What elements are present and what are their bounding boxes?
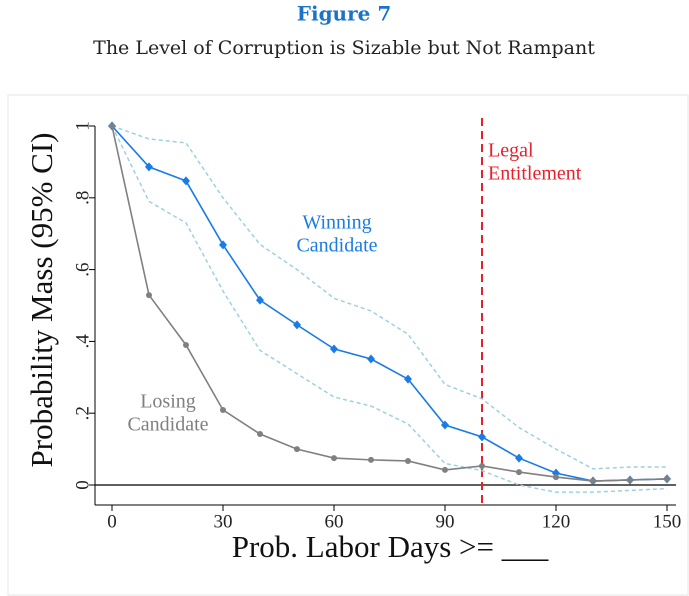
series-line (111, 125, 668, 482)
x-axis-label: Prob. Labor Days >= ___ (232, 529, 549, 564)
marker (442, 466, 448, 473)
marker (627, 476, 633, 483)
y-tick-label: .4 (72, 334, 93, 349)
marker (145, 162, 153, 172)
marker (109, 123, 115, 129)
marker (257, 431, 263, 438)
marker (478, 432, 486, 442)
marker (404, 374, 412, 384)
y-tick-label: 0 (72, 480, 93, 490)
marker (441, 420, 449, 430)
x-tick-label: 120 (542, 511, 571, 532)
ci-line (111, 125, 667, 470)
marker (146, 292, 152, 299)
annotation: Entitlement (488, 163, 582, 185)
marker (553, 474, 559, 481)
marker (368, 456, 374, 463)
y-tick-label: .6 (72, 262, 93, 276)
marker (479, 462, 485, 469)
marker (183, 341, 189, 348)
ci-line (111, 125, 668, 493)
x-tick-label: 0 (107, 511, 117, 532)
marker (367, 354, 375, 364)
chart-title: Figure 7 (297, 2, 391, 26)
annotation: Candidate (296, 235, 377, 257)
chart-subtitle: The Level of Corruption is Sizable but N… (93, 37, 595, 59)
annotation: Winning (302, 212, 371, 234)
y-axis-label: Probability Mass (95% CI) (24, 133, 59, 468)
marker (515, 453, 523, 463)
marker (182, 176, 190, 186)
marker (331, 455, 337, 462)
x-tick-label: 90 (436, 511, 455, 532)
marker (294, 446, 300, 453)
annotation: Candidate (127, 414, 208, 436)
marker (220, 406, 226, 413)
marker (405, 457, 411, 464)
annotation: Losing (140, 391, 196, 413)
y-tick-label: .8 (72, 191, 93, 205)
marker (256, 295, 264, 305)
series-line (111, 125, 668, 482)
marker (330, 344, 338, 354)
x-tick-label: 60 (325, 511, 344, 532)
y-tick-label: 1 (72, 121, 93, 131)
y-tick-label: .2 (72, 406, 93, 420)
marker (516, 469, 522, 476)
marker (590, 478, 596, 485)
x-tick-label: 150 (653, 511, 682, 532)
plot-frame (7, 94, 689, 596)
annotation: Legal (488, 140, 534, 162)
marker (219, 240, 227, 250)
marker (293, 320, 301, 330)
x-tick-label: 30 (214, 511, 233, 532)
marker (664, 475, 670, 482)
